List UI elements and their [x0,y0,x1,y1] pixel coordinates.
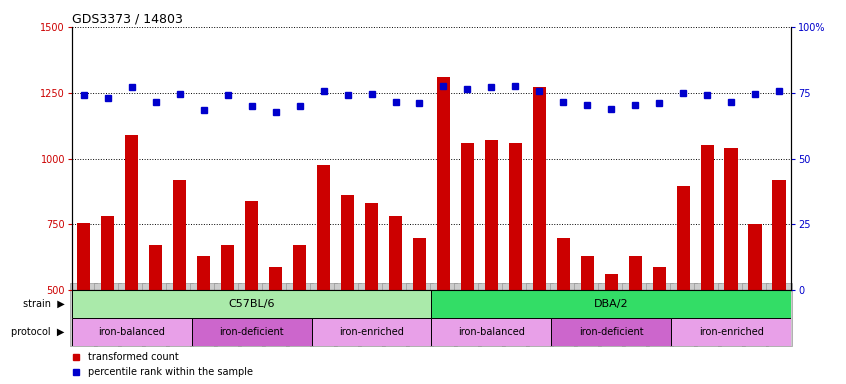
Bar [677,186,689,290]
Bar [605,275,618,290]
Bar [413,238,426,290]
Bar [485,140,498,290]
Bar [652,266,666,290]
Bar [77,223,91,290]
Bar [629,256,642,290]
Text: iron-enriched: iron-enriched [339,327,404,337]
Text: iron-deficient: iron-deficient [219,327,284,337]
Bar [557,238,570,290]
Text: C57BL/6: C57BL/6 [228,299,275,309]
Bar [431,290,791,318]
Text: DBA/2: DBA/2 [594,299,629,309]
Bar [389,217,402,290]
Bar [173,180,186,290]
Bar [72,290,431,318]
Text: iron-balanced: iron-balanced [458,327,525,337]
Bar [365,203,378,290]
Bar [580,256,594,290]
Bar [700,146,714,290]
Text: strain  ▶: strain ▶ [23,299,64,309]
Bar [221,245,234,290]
Bar [341,195,354,290]
Bar [317,165,330,290]
Bar [125,135,139,290]
Text: iron-balanced: iron-balanced [98,327,165,337]
Bar [772,180,786,290]
Bar [671,318,791,346]
Bar [311,318,431,346]
Bar [192,318,311,346]
Bar [508,143,522,290]
Bar [749,224,761,290]
Bar [437,77,450,290]
Bar [552,318,671,346]
Bar [293,245,306,290]
Bar [197,256,211,290]
Bar [102,217,114,290]
Text: protocol  ▶: protocol ▶ [11,327,64,337]
Bar [533,88,546,290]
Bar [431,318,552,346]
Text: percentile rank within the sample: percentile rank within the sample [88,367,253,377]
Bar [269,266,283,290]
Text: iron-deficient: iron-deficient [579,327,644,337]
Text: GDS3373 / 14803: GDS3373 / 14803 [72,13,183,26]
Bar [149,245,162,290]
Bar [461,143,474,290]
Bar [245,201,258,290]
Text: transformed count: transformed count [88,352,179,362]
Text: iron-enriched: iron-enriched [699,327,764,337]
Bar [72,318,192,346]
Bar [724,148,738,290]
